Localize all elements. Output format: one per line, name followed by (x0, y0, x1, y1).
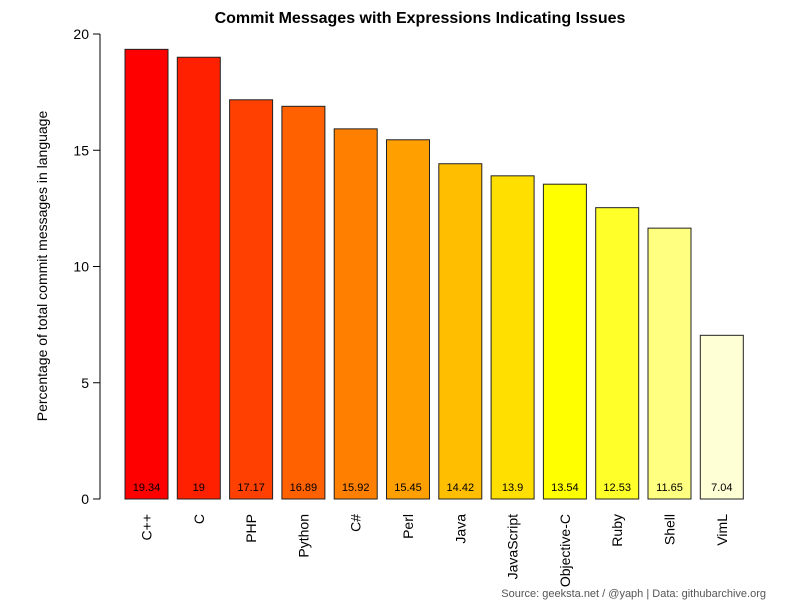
y-tick-label: 15 (73, 142, 89, 158)
y-tick-label: 0 (81, 491, 89, 507)
bar (438, 163, 483, 500)
bar (647, 227, 692, 500)
bar (490, 175, 535, 500)
bars-group: 19.34 C++ 19 C 17.17 PHP 16.89 Python 15.92 C# 15.… (124, 48, 744, 587)
x-tick-label: Objective-C (557, 514, 573, 587)
source-note: Source: geeksta.net / @yaph | Data: gith… (501, 588, 766, 600)
y-tick-label: 20 (73, 26, 89, 42)
x-tick-label: Python (295, 514, 311, 558)
bar (281, 105, 326, 500)
bar-value-label: 12.53 (603, 482, 631, 494)
bar-value-label: 15.45 (394, 482, 422, 494)
bar-value-label: 16.89 (290, 482, 318, 494)
x-tick-label: C# (348, 514, 364, 532)
x-tick-label: Perl (400, 514, 416, 539)
bar-value-label: 19 (193, 482, 205, 494)
x-tick-label: Ruby (609, 514, 625, 547)
bar-value-label: 15.92 (342, 482, 370, 494)
bar (699, 334, 744, 500)
x-tick-label: Java (452, 514, 468, 544)
bar-value-label: 7.04 (711, 482, 732, 494)
bar-value-label: 13.9 (502, 482, 523, 494)
bar (333, 128, 378, 500)
x-tick-label: JavaScript (505, 514, 521, 579)
bar-value-label: 19.34 (133, 482, 161, 494)
y-axis-label: Percentage of total commit messages in l… (34, 111, 50, 422)
y-axis: 0 5 10 15 20 (73, 26, 101, 507)
bar-value-label: 13.54 (551, 482, 579, 494)
bar-value-label: 11.65 (656, 482, 683, 494)
y-tick-label: 10 (73, 259, 89, 275)
x-tick-label: C++ (139, 514, 155, 540)
bar-value-label: 14.42 (447, 482, 475, 494)
bar (595, 207, 640, 500)
y-tick-label: 5 (81, 375, 89, 391)
x-tick-label: VimL (714, 514, 730, 546)
chart-title: Commit Messages with Expressions Indicat… (215, 10, 626, 27)
bar (176, 56, 221, 500)
x-tick-label: PHP (243, 514, 259, 543)
x-tick-label: C (191, 514, 207, 524)
bar (542, 183, 587, 500)
x-tick-label: Shell (662, 514, 678, 545)
bar (229, 99, 274, 500)
bar (386, 139, 430, 500)
bar (124, 48, 169, 500)
bar-value-label: 17.17 (237, 482, 265, 494)
